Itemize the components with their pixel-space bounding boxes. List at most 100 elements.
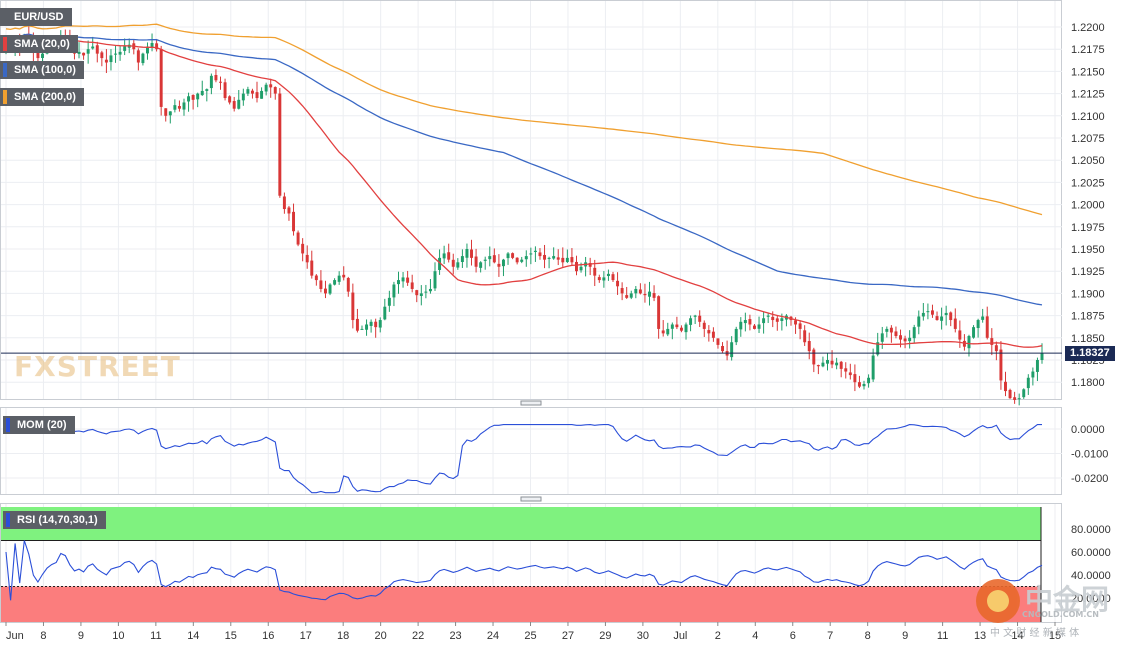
candle-body	[853, 374, 857, 383]
candle-body	[1022, 389, 1026, 398]
candle-body	[305, 254, 309, 263]
candle-body	[123, 46, 127, 51]
candle-body	[885, 328, 889, 332]
candle-body	[365, 324, 369, 330]
legend-sma20-swatch	[3, 37, 7, 51]
instrument-text: EUR/USD	[14, 11, 64, 23]
main-y-tick-label: 1.2150	[1071, 66, 1105, 78]
rsi-line	[5, 540, 1043, 601]
candle-body	[214, 74, 218, 81]
legend-sma200-swatch	[3, 90, 7, 104]
x-tick-label: 7	[827, 630, 833, 642]
candle-body	[383, 306, 387, 320]
legend-sma200[interactable]: SMA (200,0)	[0, 88, 84, 106]
candle-body	[748, 319, 752, 325]
candle-body	[588, 263, 592, 267]
legend-sma200-text: SMA (200,0)	[14, 91, 76, 103]
candle-body	[739, 321, 743, 330]
x-tick-label: 8	[40, 630, 46, 642]
candle-body	[351, 292, 355, 321]
instrument-label[interactable]: EUR/USD	[0, 8, 72, 26]
candle-body	[835, 362, 839, 366]
candle-body	[771, 316, 775, 321]
main-y-tick-label: 1.1925	[1071, 266, 1105, 278]
x-tick-label: 9	[902, 630, 908, 642]
candle-body	[661, 330, 665, 334]
candle-body	[36, 51, 40, 59]
candle-body	[684, 324, 688, 333]
candle-body	[716, 338, 720, 345]
main-y-tick-label: 1.1875	[1071, 311, 1105, 323]
legend-mom[interactable]: MOM (20)	[3, 416, 75, 434]
x-tick-label: 6	[790, 630, 796, 642]
candle-body	[962, 340, 966, 347]
candle-body	[91, 46, 95, 49]
legend-sma20[interactable]: SMA (20,0)	[0, 35, 78, 53]
x-tick-label: 13	[974, 630, 986, 642]
mom-y-tick-label: -0.0100	[1071, 449, 1108, 461]
candle-body	[679, 327, 683, 331]
sma200-line	[5, 23, 1043, 216]
candle-body	[438, 257, 442, 270]
x-tick-label: 4	[752, 630, 758, 642]
rsi-pane-resize-handle	[520, 496, 542, 502]
main-y-tick-label: 1.1850	[1071, 333, 1105, 345]
candle-body	[593, 267, 597, 276]
x-tick-label: 11	[937, 630, 948, 642]
candle-body	[223, 82, 227, 99]
candle-body	[981, 316, 985, 320]
candle-body	[241, 93, 245, 101]
candle-body	[625, 295, 629, 298]
candle-body	[812, 349, 816, 365]
candle-body	[839, 361, 843, 369]
candle-body	[611, 274, 615, 281]
candle-body	[657, 296, 661, 329]
candle-body	[620, 288, 624, 294]
candle-body	[912, 327, 916, 339]
candle-body	[807, 341, 811, 352]
main-y-tick-label: 1.1975	[1071, 222, 1105, 234]
legend-rsi[interactable]: RSI (14,70,30,1)	[3, 511, 106, 529]
x-tick-label: 20	[375, 630, 387, 642]
candle-body	[675, 324, 679, 328]
candle-body	[310, 260, 314, 276]
candle-body	[1004, 381, 1007, 392]
mom-y-tick-label: 0.0000	[1071, 424, 1105, 436]
x-tick-label: 2	[715, 630, 721, 642]
x-tick-label: Jul	[673, 630, 687, 642]
candle-body	[798, 323, 802, 329]
candle-body	[556, 257, 560, 260]
main-y-tick-label: 1.2100	[1071, 111, 1105, 123]
candle-body	[848, 372, 852, 376]
candle-body	[757, 324, 761, 329]
candle-body	[575, 261, 578, 272]
legend-rsi-text: RSI (14,70,30,1)	[17, 514, 98, 526]
candle-body	[972, 327, 976, 338]
sma20-line	[5, 34, 1043, 348]
candle-body	[985, 316, 989, 338]
candle-body	[1026, 377, 1030, 389]
candle-body	[524, 256, 528, 260]
candles-group	[4, 25, 1044, 406]
candle-body	[702, 322, 706, 329]
cngold-watermark-tagline: 中 文 财 经 新 媒 体	[990, 628, 1080, 639]
candle-body	[894, 331, 898, 337]
candle-body	[433, 271, 437, 289]
candle-body	[182, 102, 186, 110]
x-tick-label: Jun	[6, 630, 24, 642]
x-tick-label: 8	[865, 630, 871, 642]
candle-body	[250, 90, 254, 94]
candle-body	[862, 383, 866, 387]
candle-body	[565, 257, 569, 262]
legend-sma100[interactable]: SMA (100,0)	[0, 61, 84, 79]
candle-body	[301, 243, 305, 254]
candle-body	[100, 52, 104, 59]
candle-body	[515, 257, 519, 263]
candle-body	[666, 328, 670, 335]
candle-body	[488, 256, 492, 260]
rsi-y-tick-label: 20.0000	[1071, 593, 1111, 605]
candle-body	[634, 288, 638, 294]
candle-body	[698, 315, 702, 322]
candle-body	[77, 51, 81, 54]
mom-pane-resize-handle	[520, 400, 542, 406]
